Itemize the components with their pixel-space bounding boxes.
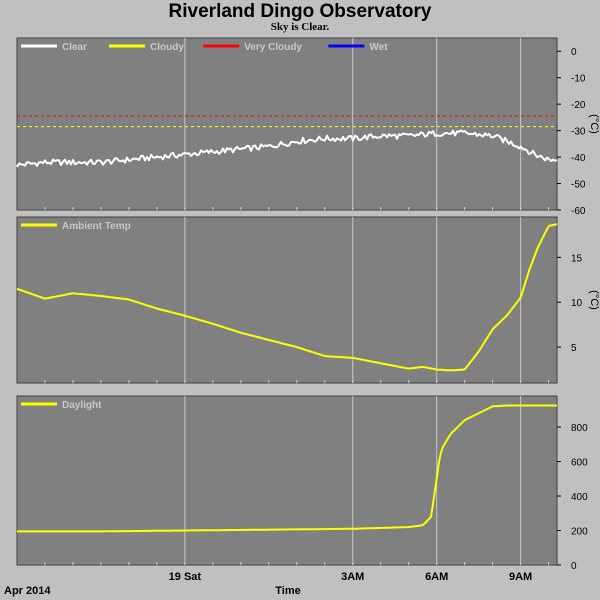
y-tick-label: -30 (571, 127, 586, 138)
x-axis-title: Time (275, 585, 300, 597)
y-tick-label: -60 (571, 206, 586, 217)
y-tick-label: 0 (571, 47, 577, 58)
legend-label: Clear (62, 42, 87, 53)
legend-label: Ambient Temp (62, 221, 131, 232)
y-tick-label: 10 (571, 298, 583, 309)
y-tick-label: 0 (571, 561, 577, 572)
series-line-daylight (17, 404, 557, 533)
y-tick-label: 400 (571, 492, 588, 503)
y-axis-title: (°C) (588, 290, 600, 310)
y-tick-label: -10 (571, 74, 586, 85)
series-line-ambient-temp (16, 223, 558, 372)
legend-label: Daylight (62, 400, 102, 411)
legend-label: Very Cloudy (244, 42, 302, 53)
date-label: Apr 2014 (4, 585, 51, 597)
plot-area (16, 395, 558, 566)
y-tick-label: 5 (571, 343, 577, 354)
y-tick-label: 600 (571, 458, 588, 469)
chart-panel-sky: 0 -10 -20 -30 -40 -50 -60 (°C) Clear Cloudy Very C… (16, 37, 600, 217)
chart-panel-daylight: 0 200 400 600 800 Daylight (16, 395, 588, 572)
y-tick-label: 200 (571, 527, 588, 538)
legend-label: Cloudy (150, 42, 184, 53)
x-tick-label: 3AM (341, 571, 364, 583)
y-tick-label: -20 (571, 100, 586, 111)
x-tick-label: 9AM (509, 571, 532, 583)
sky-status: Sky is Clear. (270, 21, 330, 33)
y-tick-label: -50 (571, 180, 586, 191)
page-title: Riverland Dingo Observatory (168, 1, 432, 22)
series-line-clear (16, 129, 558, 168)
x-tick-label: 6AM (425, 571, 448, 583)
chart-panel-ambient: 5 10 15 (°C) Ambient Temp (16, 216, 600, 384)
legend-label: Wet (369, 42, 388, 53)
plot-area (16, 37, 558, 211)
y-tick-label: -40 (571, 153, 586, 164)
y-tick-label: 15 (571, 253, 583, 264)
x-tick-label: 19 Sat (169, 571, 202, 583)
y-tick-label: 800 (571, 423, 588, 434)
plot-area (16, 216, 558, 384)
y-axis-title: (°C) (588, 114, 600, 134)
